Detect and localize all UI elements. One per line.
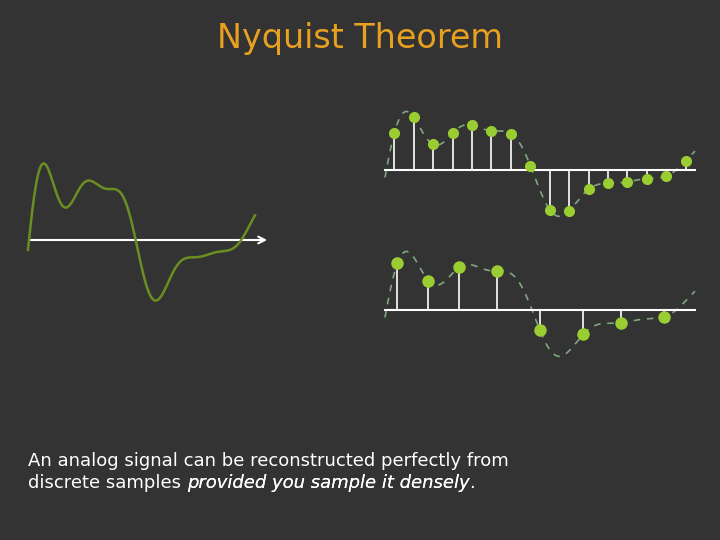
Text: discrete samples: discrete samples xyxy=(28,474,186,492)
Text: Nyquist Theorem: Nyquist Theorem xyxy=(217,22,503,55)
Text: provided you sample it densely: provided you sample it densely xyxy=(186,474,469,492)
Text: provided you sample it densely: provided you sample it densely xyxy=(186,474,469,492)
Text: An analog signal can be reconstructed perfectly from: An analog signal can be reconstructed pe… xyxy=(28,452,509,470)
Text: .: . xyxy=(469,474,475,492)
